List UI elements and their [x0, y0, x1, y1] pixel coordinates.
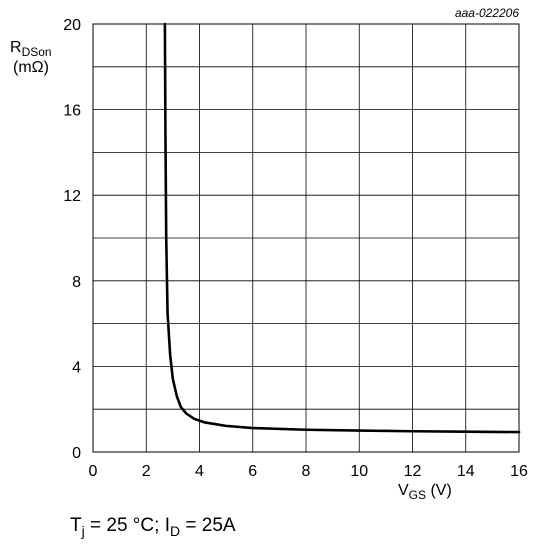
x-tick-label: 6: [248, 463, 257, 480]
x-tick-label: 12: [404, 463, 422, 480]
x-tick-label: 16: [510, 463, 528, 480]
x-tick-label: 2: [142, 463, 151, 480]
y-tick-label: 8: [72, 274, 81, 291]
grid: [93, 24, 519, 452]
test-condition: Tj = 25 °C; ID = 25A: [70, 515, 236, 539]
x-axis-title: VGS (V): [398, 482, 452, 502]
y-axis-title: RDSon: [10, 39, 52, 59]
y-tick-label: 4: [72, 359, 81, 376]
y-axis-unit: (mΩ): [13, 59, 49, 76]
y-tick-label: 0: [72, 445, 81, 462]
x-tick-label: 14: [457, 463, 475, 480]
x-tick-label: 10: [350, 463, 368, 480]
x-tick-label: 8: [302, 463, 311, 480]
y-tick-label: 20: [63, 17, 81, 34]
series-line: [163, 22, 521, 434]
y-tick-label: 12: [63, 188, 81, 205]
x-tick-label: 4: [195, 463, 204, 480]
figure-reference: aaa-022206: [455, 6, 519, 20]
plot-frame: [92, 23, 520, 453]
tick-labels: 0 2 4 6 8 10 12 14 16 0 4 8 12 16 20: [63, 17, 528, 480]
x-tick-label: 0: [89, 463, 98, 480]
y-tick-label: 16: [63, 103, 81, 120]
